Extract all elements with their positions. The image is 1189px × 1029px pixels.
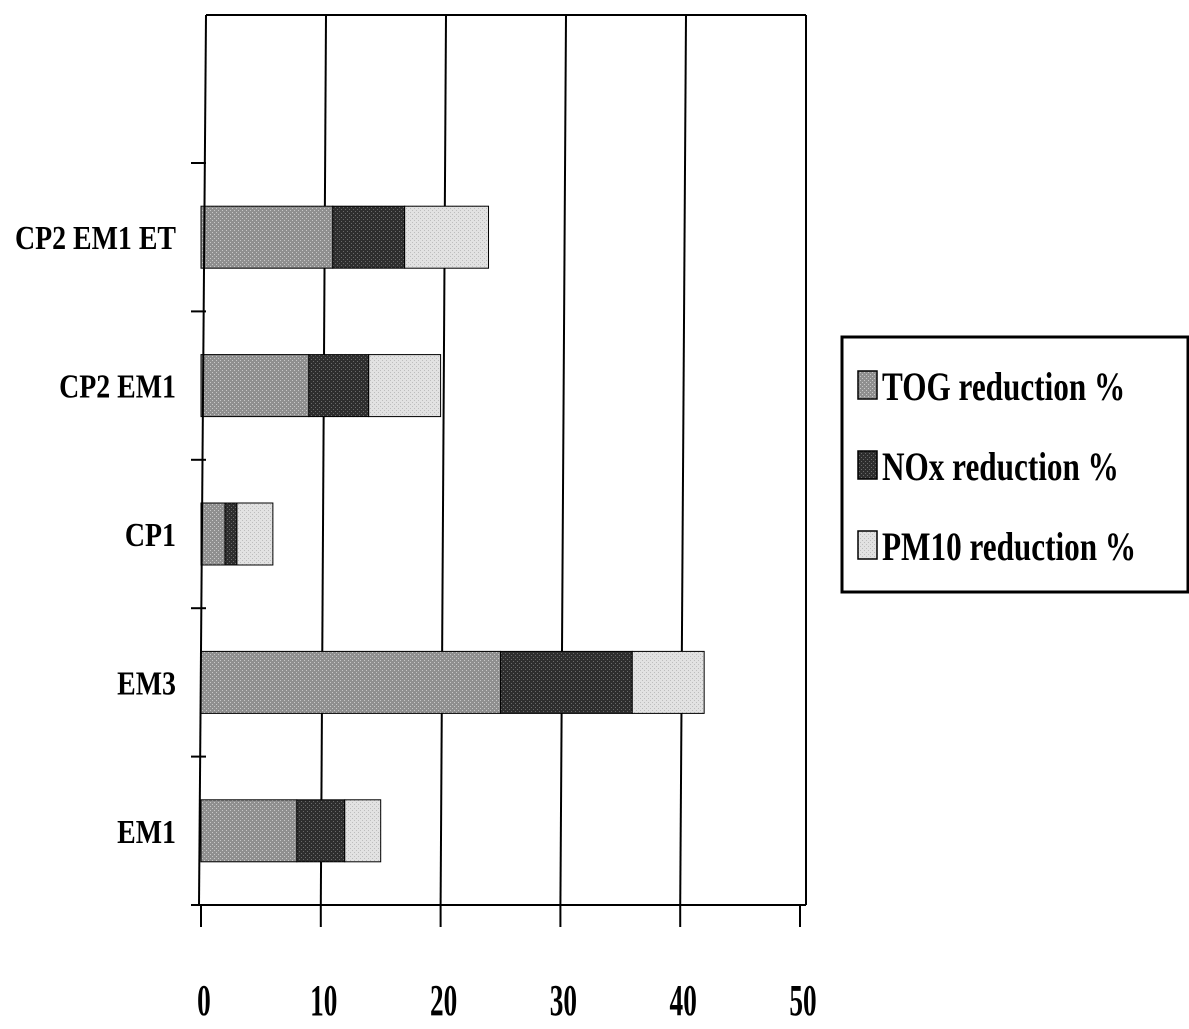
bar-cp2-em1-nox	[308, 354, 370, 418]
bar-cp1-pm10	[236, 502, 274, 566]
bar-em1-nox	[296, 799, 346, 863]
legend-swatch-tog	[857, 370, 878, 400]
gridline-x-20	[439, 14, 447, 906]
x-ticks-group: 0 10 20 30 40 50	[197, 905, 817, 1025]
gridline-x-10	[319, 14, 327, 906]
category-label-em1: EM1	[117, 812, 176, 850]
legend-frame	[840, 335, 1189, 594]
bar-cp2-em1-et-pm10	[404, 205, 490, 269]
y-ticks-group	[191, 162, 206, 906]
gridlines	[319, 14, 687, 906]
legend-swatch-nox	[857, 450, 878, 480]
category-label-cp2-em1: CP2 EM1	[59, 367, 176, 405]
legend-swatch-pm10	[857, 530, 878, 560]
x-tick-label-40: 40	[670, 975, 697, 1024]
category-label-cp1: CP1	[125, 515, 176, 553]
bar-em3-pm10	[631, 650, 705, 714]
category-label-cp2-em1-et: CP2 EM1 ET	[15, 219, 176, 257]
x-tick-label-30: 30	[550, 975, 577, 1024]
bars-group	[200, 205, 705, 863]
x-tick-label-50: 50	[789, 975, 816, 1024]
plot-area	[206, 14, 807, 905]
bar-cp2-em1-tog	[200, 354, 310, 418]
bar-em1-tog	[200, 799, 298, 863]
x-tick-label-20: 20	[430, 975, 457, 1024]
bar-em1-pm10	[344, 799, 382, 863]
x-tick-label-10: 10	[310, 975, 337, 1024]
bar-cp1-tog	[200, 502, 226, 566]
legend-label-tog: TOG reduction %	[882, 364, 1125, 409]
bar-cp1-nox	[224, 502, 238, 566]
legend-items: TOG reduction % NOx reduction % PM10 reduc…	[857, 364, 1136, 569]
bar-cp2-em1-pm10	[368, 354, 442, 418]
legend-label-pm10: PM10 reduction %	[882, 524, 1136, 569]
bar-cp2-em1-et-nox	[332, 205, 406, 269]
bar-cp2-em1-et-tog	[200, 205, 334, 269]
legend: TOG reduction % NOx reduction % PM10 reduc…	[840, 335, 1189, 594]
bar-em3-tog	[200, 650, 501, 714]
axes-group	[193, 14, 806, 906]
x-tick-label-0: 0	[197, 975, 211, 1024]
category-labels: EM1 EM3 CP1 CP2 EM1 CP2 EM1 ET	[15, 219, 176, 851]
gridline-x-40	[679, 14, 687, 906]
gridline-x-30	[559, 14, 567, 906]
bar-em3-nox	[500, 650, 633, 714]
category-label-em3: EM3	[117, 664, 176, 702]
legend-label-nox: NOx reduction %	[882, 444, 1119, 489]
